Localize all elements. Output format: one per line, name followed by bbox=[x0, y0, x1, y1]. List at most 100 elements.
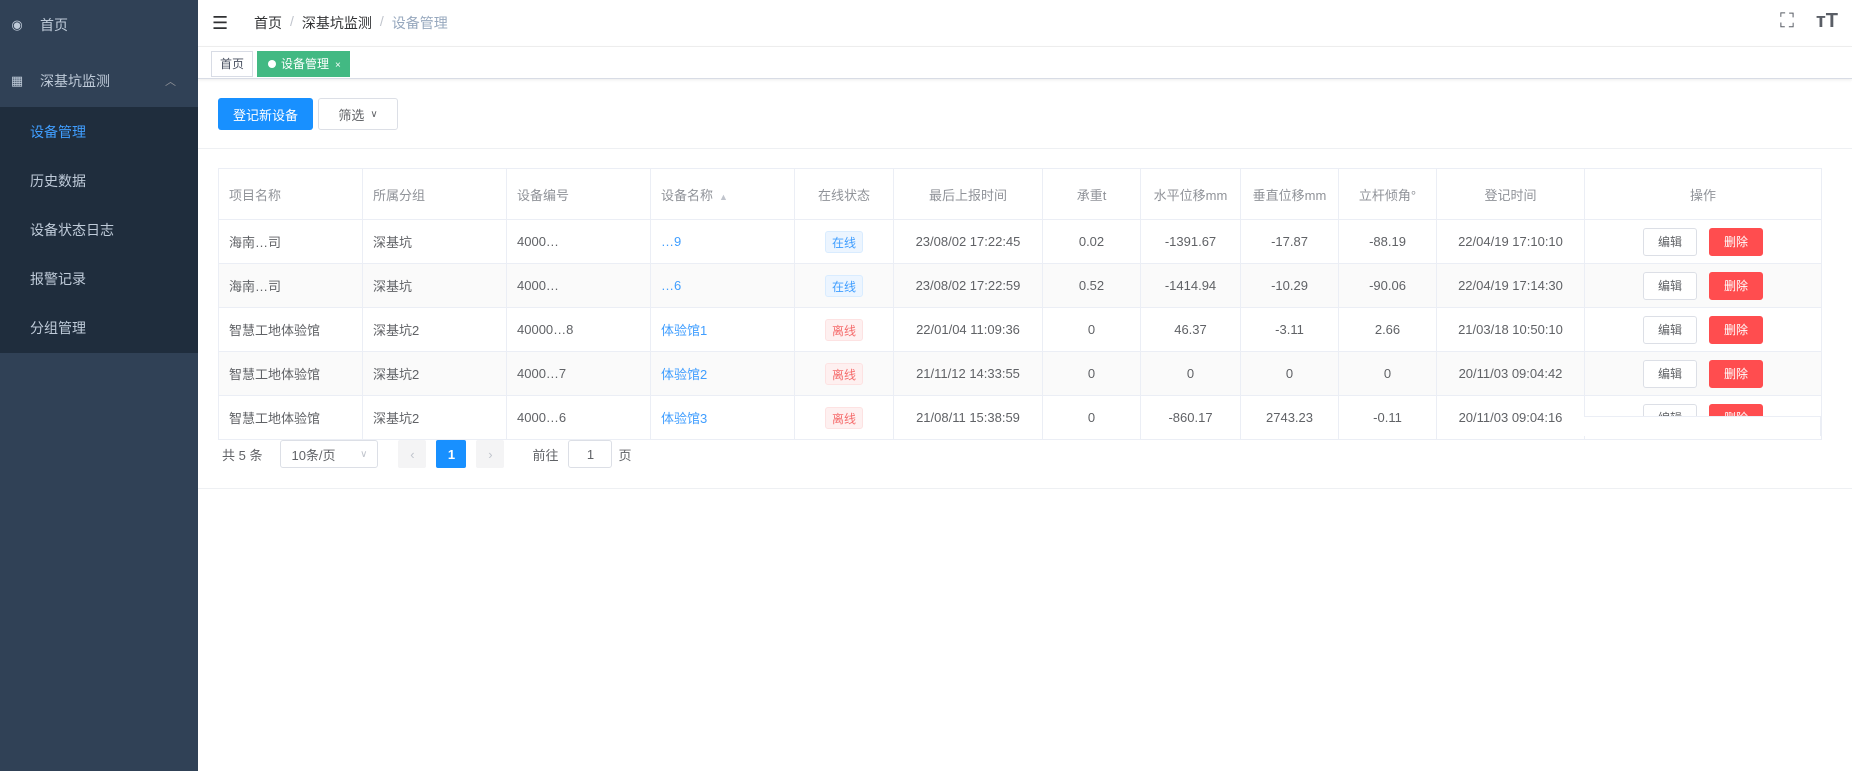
sort-icon[interactable]: ▲ bbox=[719, 191, 728, 202]
cell-actions: 编辑删除 bbox=[1584, 307, 1822, 352]
col-register-time: 登记时间 bbox=[1436, 168, 1585, 220]
filter-button[interactable]: 筛选 ∨ bbox=[318, 98, 398, 130]
next-page-button[interactable]: › bbox=[476, 440, 505, 468]
cell-register-time: 22/04/19 17:10:10 bbox=[1436, 219, 1585, 264]
device-name-link[interactable]: 体验馆2 bbox=[661, 367, 708, 382]
cell-load: 0 bbox=[1042, 395, 1141, 440]
fullscreen-icon[interactable]: ⛶ bbox=[1779, 10, 1794, 32]
breadcrumb-current: 设备管理 bbox=[391, 15, 448, 31]
edit-button[interactable]: 编辑 bbox=[1642, 359, 1697, 388]
edit-button[interactable]: 编辑 bbox=[1642, 404, 1697, 416]
col-horizontal: 水平位移mm bbox=[1140, 168, 1241, 220]
cell-device-name[interactable]: 体验馆3 bbox=[650, 395, 795, 440]
cell-tilt: -0.11 bbox=[1338, 395, 1437, 440]
status-badge: 离线 bbox=[824, 406, 863, 429]
prev-page-button[interactable]: ‹ bbox=[398, 440, 427, 468]
cell-project: 海南…司 bbox=[218, 219, 363, 264]
sidebar-item-group-management[interactable]: 分组管理 bbox=[30, 319, 86, 336]
device-name-link[interactable]: 体验馆3 bbox=[661, 411, 708, 426]
tag-device-management[interactable]: 设备管理 × bbox=[257, 51, 350, 77]
cell-horizontal: -1391.67 bbox=[1140, 219, 1241, 264]
cell-horizontal: 0 bbox=[1140, 351, 1241, 396]
col-actions: 操作 bbox=[1584, 168, 1822, 220]
col-vertical: 垂直位移mm bbox=[1240, 168, 1339, 220]
delete-button[interactable]: 删除 bbox=[1709, 271, 1764, 300]
cell-device-name[interactable]: 体验馆2 bbox=[650, 351, 795, 396]
col-last-report: 最后上报时间 bbox=[893, 168, 1043, 220]
breadcrumb-group[interactable]: 深基坑监测 bbox=[301, 15, 372, 31]
cell-load: 0 bbox=[1042, 307, 1141, 352]
cell-load: 0.02 bbox=[1042, 219, 1141, 264]
hamburger-icon[interactable]: ☰ bbox=[212, 12, 229, 33]
cell-project: 智慧工地体验馆 bbox=[218, 307, 363, 352]
device-name-link[interactable]: …9 bbox=[661, 234, 682, 249]
device-name-link[interactable]: …6 bbox=[661, 278, 682, 293]
sidebar-item-history[interactable]: 历史数据 bbox=[30, 172, 86, 189]
sidebar-item-status-log[interactable]: 设备状态日志 bbox=[30, 221, 114, 238]
sidebar-item-alarm-records[interactable]: 报警记录 bbox=[30, 270, 86, 287]
cell-actions: 编辑删除 bbox=[1584, 263, 1822, 308]
delete-button[interactable]: 删除 bbox=[1709, 315, 1764, 344]
table-row: 海南…司 深基坑 4000… …6 在线 23/08/02 17:22:59 0.52 -14… bbox=[218, 263, 1822, 308]
edit-button[interactable]: 编辑 bbox=[1642, 315, 1697, 344]
page-size-select[interactable]: 10条/页 ∨ bbox=[280, 440, 379, 468]
cell-device-name[interactable]: …6 bbox=[650, 263, 795, 308]
sidebar-item-device-management[interactable]: 设备管理 bbox=[30, 123, 86, 140]
goto-page-input[interactable]: 1 bbox=[568, 440, 613, 468]
edit-button[interactable]: 编辑 bbox=[1642, 271, 1697, 300]
cell-status: 离线 bbox=[794, 307, 894, 352]
cell-register-time: 20/11/03 09:04:16 bbox=[1436, 395, 1585, 440]
cell-status: 在线 bbox=[794, 263, 894, 308]
cell-horizontal: -1414.94 bbox=[1140, 263, 1241, 308]
device-name-link[interactable]: 体验馆1 bbox=[661, 323, 708, 338]
cell-load: 0.52 bbox=[1042, 263, 1141, 308]
table-icon: ▦ bbox=[10, 73, 24, 88]
sidebar: ◉ 首页 ▦ 深基坑监测 ︿ 设备管理 历史数据 设备状态日志 报警记录 分组管… bbox=[0, 0, 198, 771]
cell-tilt: -90.06 bbox=[1338, 263, 1437, 308]
status-badge: 在线 bbox=[824, 274, 863, 297]
add-device-button[interactable]: 登记新设备 bbox=[218, 98, 313, 130]
divider bbox=[198, 148, 1852, 149]
cell-last-report: 21/11/12 14:33:55 bbox=[893, 351, 1043, 396]
cell-vertical: 0 bbox=[1240, 351, 1339, 396]
delete-button[interactable]: 删除 bbox=[1709, 359, 1764, 388]
col-project: 项目名称 bbox=[218, 168, 363, 220]
breadcrumb-home[interactable]: 首页 bbox=[254, 15, 282, 31]
dashboard-icon: ◉ bbox=[11, 17, 23, 32]
breadcrumb: 首页 / 深基坑监测 / 设备管理 bbox=[254, 13, 448, 31]
cell-load: 0 bbox=[1042, 351, 1141, 396]
col-load: 承重t bbox=[1042, 168, 1141, 220]
cell-horizontal: -860.17 bbox=[1140, 395, 1241, 440]
cell-last-report: 21/08/11 15:38:59 bbox=[893, 395, 1043, 440]
sidebar-item-home[interactable]: ◉ 首页 bbox=[11, 17, 68, 33]
cell-device-name[interactable]: 体验馆1 bbox=[650, 307, 795, 352]
cell-register-time: 22/04/19 17:14:30 bbox=[1436, 263, 1585, 308]
cell-tilt: 2.66 bbox=[1338, 307, 1437, 352]
status-badge: 离线 bbox=[824, 362, 863, 385]
table-row: 海南…司 深基坑 4000… …9 在线 23/08/02 17:22:45 0.02 -13… bbox=[218, 219, 1822, 264]
font-size-icon[interactable]: ᴛT bbox=[1815, 10, 1838, 32]
table-row: 智慧工地体验馆 深基坑2 4000…7 体验馆2 离线 21/11/12 14:33:55… bbox=[218, 351, 1822, 396]
cell-status: 在线 bbox=[794, 219, 894, 264]
close-icon[interactable]: × bbox=[335, 60, 341, 71]
cell-vertical: 2743.23 bbox=[1240, 395, 1339, 440]
cell-group: 深基坑 bbox=[362, 263, 507, 308]
cell-code: 4000…7 bbox=[506, 351, 651, 396]
fixed-column-edge bbox=[1584, 416, 1821, 436]
cell-group: 深基坑2 bbox=[362, 395, 507, 440]
total-count: 共 5 条 bbox=[222, 447, 263, 463]
tag-home[interactable]: 首页 bbox=[211, 51, 254, 77]
col-name[interactable]: 设备名称 ▲ bbox=[650, 168, 795, 220]
pagination: 共 5 条 10条/页 ∨ ‹ 1 › 前往 1 页 bbox=[222, 440, 632, 468]
cell-device-name[interactable]: …9 bbox=[650, 219, 795, 264]
delete-button[interactable]: 删除 bbox=[1709, 227, 1764, 256]
page-1[interactable]: 1 bbox=[436, 440, 467, 468]
delete-button[interactable]: 删除 bbox=[1709, 404, 1764, 416]
cell-status: 离线 bbox=[794, 395, 894, 440]
cell-code: 4000… bbox=[506, 263, 651, 308]
cell-tilt: -88.19 bbox=[1338, 219, 1437, 264]
edit-button[interactable]: 编辑 bbox=[1642, 227, 1697, 256]
chevron-down-icon: ∨ bbox=[360, 448, 368, 460]
sidebar-group-foundation-pit[interactable]: ▦ 深基坑监测 ︿ bbox=[10, 73, 176, 89]
cell-code: 40000…8 bbox=[506, 307, 651, 352]
